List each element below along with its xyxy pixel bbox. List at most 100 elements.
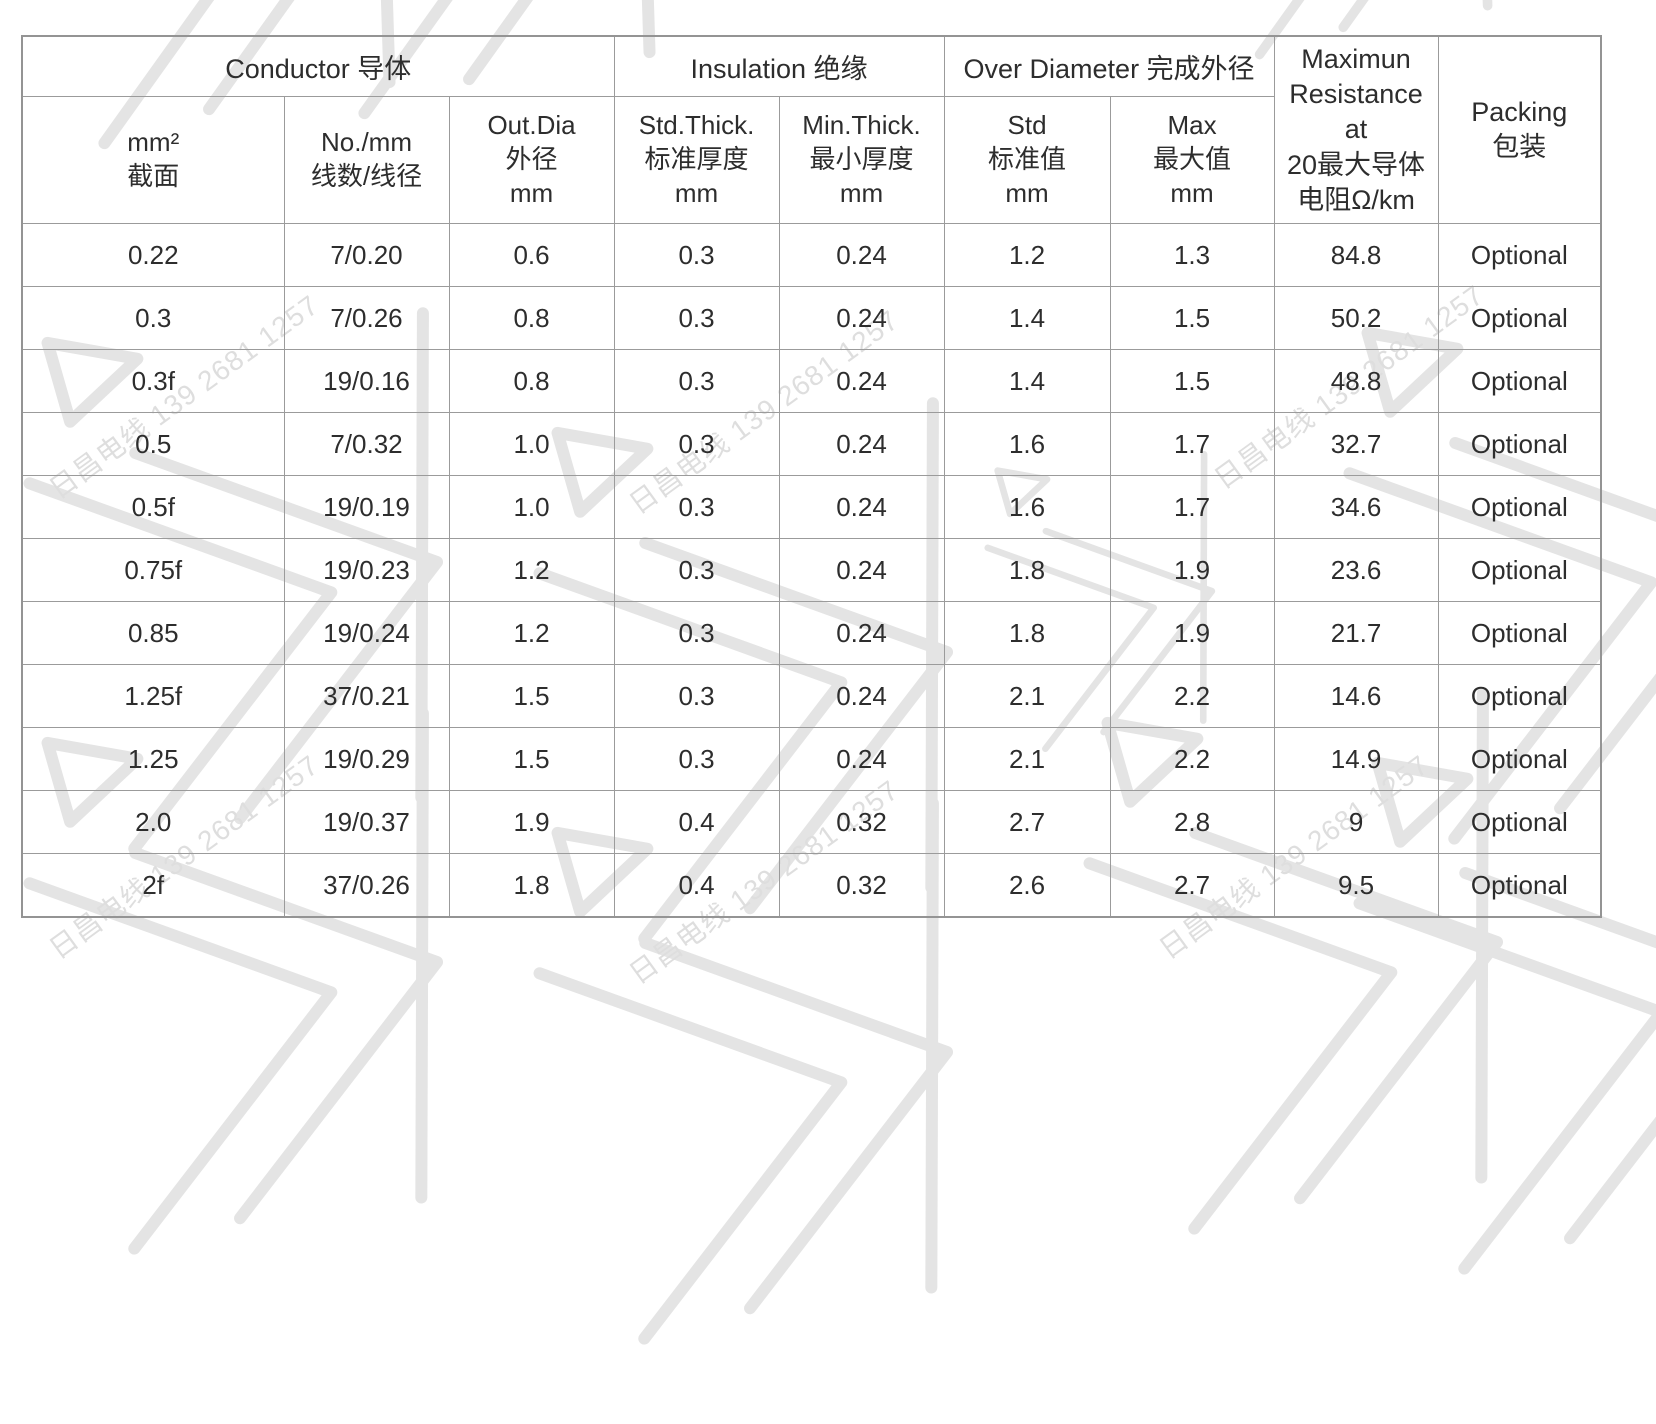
table-cell: 0.24	[778, 727, 945, 791]
table-row: 0.85 19/0.24 1.2 0.3 0.24 1.8 1.9 21.7 Optional	[21, 601, 1602, 665]
table-cell: 2.2	[1109, 664, 1275, 728]
table-cell: 1.8	[943, 601, 1111, 665]
column-header-out-dia: Out.Dia 外径 mm	[448, 96, 615, 224]
table-header: Conductor 导体 Insulation 绝缘 Over Diameter…	[21, 35, 1602, 224]
table-cell: 2.7	[1109, 853, 1275, 918]
table-cell: 0.5	[21, 412, 285, 476]
table-row: 0.5 7/0.32 1.0 0.3 0.24 1.6 1.7 32.7 Optional	[21, 412, 1602, 476]
table-cell: 0.3	[613, 349, 780, 413]
table-cell: Optional	[1437, 349, 1602, 413]
table-cell: 0.24	[778, 223, 945, 287]
table-cell: 0.5f	[21, 475, 285, 539]
table-cell: 0.3	[613, 538, 780, 602]
cable-spec-table: Conductor 导体 Insulation 绝缘 Over Diameter…	[21, 35, 1603, 918]
table-cell: 37/0.21	[283, 664, 450, 728]
table-cell: 0.24	[778, 601, 945, 665]
table-cell: 0.24	[778, 349, 945, 413]
table-cell: 0.75f	[21, 538, 285, 602]
table-row: 0.3 7/0.26 0.8 0.3 0.24 1.4 1.5 50.2 Optional	[21, 286, 1602, 350]
table-cell: 0.24	[778, 475, 945, 539]
table-cell: Optional	[1437, 727, 1602, 791]
table-cell: 32.7	[1273, 412, 1439, 476]
table-cell: 2.1	[943, 727, 1111, 791]
table-cell: 0.85	[21, 601, 285, 665]
table-cell: 2.2	[1109, 727, 1275, 791]
column-header-std-thick: Std.Thick. 标准厚度 mm	[613, 96, 780, 224]
table-cell: 0.24	[778, 412, 945, 476]
table-cell: 1.9	[1109, 601, 1275, 665]
table-cell: 1.5	[448, 664, 615, 728]
table-cell: 1.0	[448, 412, 615, 476]
table-group-header-row: Conductor 导体 Insulation 绝缘 Over Diameter…	[21, 35, 1602, 224]
table-cell: 84.8	[1273, 223, 1439, 287]
group-header-over-diameter: Over Diameter 完成外径	[943, 35, 1275, 97]
table-cell: 0.3f	[21, 349, 285, 413]
table-cell: 0.4	[613, 853, 780, 918]
table-cell: 0.3	[613, 286, 780, 350]
table-cell: 1.9	[1109, 538, 1275, 602]
table-row: 0.22 7/0.20 0.6 0.3 0.24 1.2 1.3 84.8 Optional	[21, 223, 1602, 287]
table-cell: Optional	[1437, 475, 1602, 539]
table-cell: 1.25f	[21, 664, 285, 728]
table-cell: 19/0.23	[283, 538, 450, 602]
table-cell: 0.3	[613, 475, 780, 539]
table-cell: 21.7	[1273, 601, 1439, 665]
table-cell: 7/0.20	[283, 223, 450, 287]
table-cell: 19/0.29	[283, 727, 450, 791]
table-cell: 19/0.16	[283, 349, 450, 413]
table-cell: 1.4	[943, 286, 1111, 350]
table-cell: 1.6	[943, 412, 1111, 476]
table-cell: 9.5	[1273, 853, 1439, 918]
table-cell: 0.24	[778, 286, 945, 350]
table-cell: 50.2	[1273, 286, 1439, 350]
table-cell: 0.32	[778, 790, 945, 854]
column-header-max-resistance: Maximun Resistance at 20最大导体 电阻Ω/km	[1273, 35, 1439, 224]
table-cell: 14.9	[1273, 727, 1439, 791]
table-cell: 2.1	[943, 664, 1111, 728]
table-row: 2.0 19/0.37 1.9 0.4 0.32 2.7 2.8 9 Optional	[21, 790, 1602, 854]
table-cell: 1.3	[1109, 223, 1275, 287]
table-cell: Optional	[1437, 412, 1602, 476]
table-cell: 2f	[21, 853, 285, 918]
table-cell: Optional	[1437, 664, 1602, 728]
table-cell: 0.32	[778, 853, 945, 918]
table-cell: 7/0.32	[283, 412, 450, 476]
table-cell: 2.0	[21, 790, 285, 854]
table-row: 0.3f 19/0.16 0.8 0.3 0.24 1.4 1.5 48.8 Optional	[21, 349, 1602, 413]
table-cell: Optional	[1437, 286, 1602, 350]
table-cell: 19/0.37	[283, 790, 450, 854]
table-cell: 0.3	[613, 223, 780, 287]
group-header-conductor: Conductor 导体	[21, 35, 615, 97]
table-cell: Optional	[1437, 601, 1602, 665]
column-header-section-area: mm² 截面	[21, 96, 285, 224]
table-cell: 14.6	[1273, 664, 1439, 728]
column-header-min-thick: Min.Thick. 最小厚度 mm	[778, 96, 945, 224]
table-cell: 0.24	[778, 664, 945, 728]
table-cell: 1.7	[1109, 412, 1275, 476]
table-cell: 1.8	[943, 538, 1111, 602]
table-cell: 1.2	[943, 223, 1111, 287]
table-cell: Optional	[1437, 538, 1602, 602]
table-cell: 1.2	[448, 538, 615, 602]
table-cell: 34.6	[1273, 475, 1439, 539]
table-cell: 0.8	[448, 349, 615, 413]
table-cell: 1.25	[21, 727, 285, 791]
column-header-packing: Packing 包装	[1437, 35, 1602, 224]
table-cell: 1.0	[448, 475, 615, 539]
table-cell: 0.3	[613, 727, 780, 791]
table-cell: 2.6	[943, 853, 1111, 918]
table-row: 1.25 19/0.29 1.5 0.3 0.24 2.1 2.2 14.9 Optional	[21, 727, 1602, 791]
table-cell: 2.7	[943, 790, 1111, 854]
table-cell: 1.5	[448, 727, 615, 791]
table-cell: 2.8	[1109, 790, 1275, 854]
table-cell: 0.8	[448, 286, 615, 350]
table-cell: 23.6	[1273, 538, 1439, 602]
table-cell: 1.2	[448, 601, 615, 665]
column-header-strands: No./mm 线数/线径	[283, 96, 450, 224]
table-cell: 0.3	[613, 664, 780, 728]
group-header-insulation: Insulation 绝缘	[613, 35, 945, 97]
table-cell: 0.3	[21, 286, 285, 350]
table-cell: 9	[1273, 790, 1439, 854]
table-cell: 19/0.19	[283, 475, 450, 539]
table-cell: 1.6	[943, 475, 1111, 539]
